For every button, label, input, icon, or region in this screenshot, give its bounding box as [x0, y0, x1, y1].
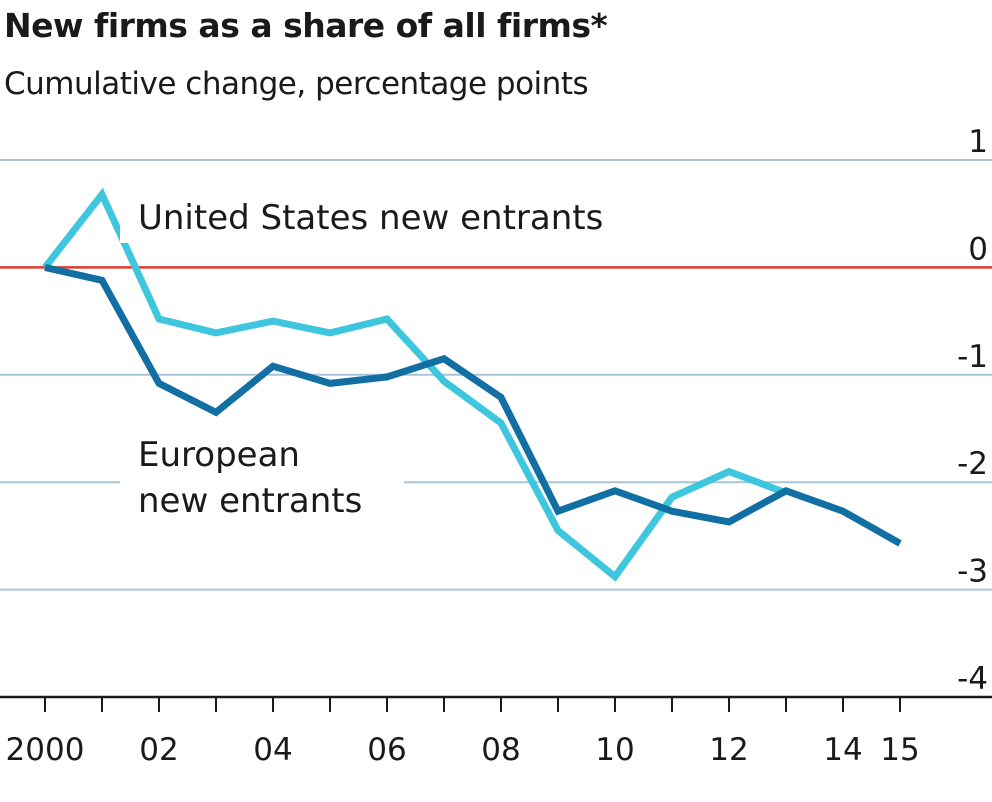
x-tick-label: 06 [367, 732, 406, 768]
us-series-label: United States new entrants [138, 198, 603, 238]
series-line-europe [44, 263, 902, 547]
chart-subtitle: Cumulative change, percentage points [4, 66, 589, 102]
y-tick-label: -1 [957, 339, 988, 375]
us-label-knockout [120, 183, 660, 243]
x-tick-label: 08 [481, 732, 520, 768]
y-tick-label: 1 [968, 124, 988, 160]
y-tick-label: -2 [957, 446, 988, 482]
y-tick-label: 0 [968, 231, 988, 267]
annotations: United States new entrants European new … [120, 183, 660, 530]
x-tick-label: 10 [595, 732, 634, 768]
gridlines [0, 159, 992, 591]
y-tick-label: -4 [957, 661, 988, 697]
series-lines [42, 187, 902, 582]
eu-series-label-line2: new entrants [138, 481, 362, 521]
y-tick-labels: 1 0 -1 -2 -3 -4 [957, 124, 988, 697]
x-tick-label: 02 [139, 732, 178, 768]
x-tick-label: 14 [823, 732, 862, 768]
chart-title: New firms as a share of all firms* [4, 6, 608, 45]
x-tick-label: 04 [253, 732, 292, 768]
eu-label-knockout [120, 422, 404, 530]
eu-series-label-line1: European [138, 435, 300, 475]
x-tick-label: 12 [709, 732, 748, 768]
x-axis: 2000 02 04 06 08 10 12 14 15 [0, 695, 992, 768]
y-tick-label: -3 [957, 554, 988, 590]
x-tick-label: 2000 [6, 732, 85, 768]
x-tick-label: 15 [880, 732, 919, 768]
